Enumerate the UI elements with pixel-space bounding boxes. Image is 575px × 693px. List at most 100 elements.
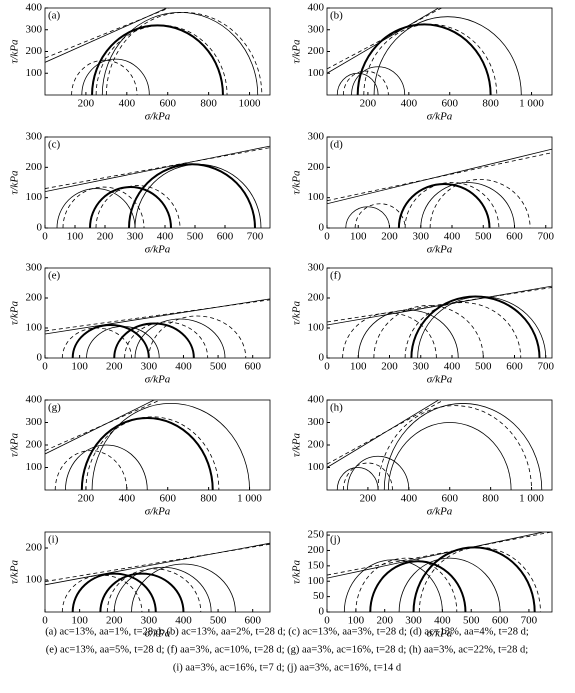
mohr-circle [397, 183, 491, 228]
y-tick-label: 100 [26, 322, 43, 334]
x-tick-label: 300 [141, 615, 158, 627]
x-tick-label: 400 [401, 493, 418, 505]
panel-label: (f) [330, 270, 341, 282]
plot [327, 532, 552, 612]
mohr-circle [418, 547, 541, 612]
x-tick-label: 200 [78, 98, 95, 110]
y-tick-label: 100 [308, 575, 325, 587]
x-tick-label: 100 [71, 615, 88, 627]
caption-line: (i) aa=3%, ac=16%, t=7 d; (j) aa=3%, ac=… [173, 662, 402, 673]
mohr-circle [345, 206, 390, 228]
mohr-circle [404, 182, 500, 228]
y-axis-label: τ/kPa [291, 39, 303, 64]
mohr-circle [148, 315, 247, 358]
y-axis-label: τ/kPa [291, 432, 303, 457]
mohr-circle [347, 456, 410, 490]
plot-frame [326, 7, 553, 96]
x-tick-label: 0 [324, 361, 330, 373]
mohr-circle [105, 12, 263, 95]
y-tick-label: 400 [308, 2, 325, 14]
x-tick-label: 400 [119, 493, 136, 505]
envelope-line [327, 287, 552, 323]
y-tick-label: 100 [308, 67, 325, 79]
panel-label: (i) [48, 534, 59, 546]
plot [327, 8, 522, 95]
x-tick-label: 0 [42, 615, 48, 627]
mohr-circle [95, 185, 181, 228]
y-tick-label: 0 [319, 222, 325, 234]
x-tick-label: 600 [506, 361, 523, 373]
x-axis-label: σ/kPa [427, 244, 453, 256]
mohr-circle [336, 467, 379, 490]
panel-label: (g) [48, 402, 61, 414]
plot [45, 542, 270, 612]
y-tick-label: 200 [308, 544, 325, 556]
x-tick-label: 500 [475, 361, 492, 373]
x-tick-label: 500 [210, 615, 227, 627]
mohr-circle [54, 450, 128, 490]
x-tick-label: 100 [71, 361, 88, 373]
mohr-circle [71, 572, 157, 612]
y-tick-label: 200 [26, 45, 43, 57]
plot [45, 145, 270, 228]
x-tick-label: 300 [141, 361, 158, 373]
x-tick-label: 400 [175, 615, 192, 627]
y-tick-label: 0 [37, 352, 43, 364]
x-tick-label: 400 [444, 231, 461, 243]
envelope-line [45, 400, 155, 455]
plot-frame [326, 136, 553, 229]
mohr-circle [128, 163, 256, 228]
x-tick-label: 100 [350, 361, 367, 373]
x-tick-label: 100 [67, 231, 84, 243]
y-tick-label: 400 [308, 394, 325, 406]
x-tick-label: 700 [247, 231, 264, 243]
plot [45, 400, 250, 490]
x-tick-label: 700 [521, 615, 538, 627]
envelope-line [45, 543, 270, 582]
envelope-line [45, 400, 162, 451]
x-tick-label: 600 [159, 493, 176, 505]
x-axis-label: σ/kPa [145, 244, 171, 256]
y-axis-label: τ/kPa [9, 170, 21, 195]
panel-label: (h) [330, 402, 343, 414]
x-tick-label: 400 [175, 361, 192, 373]
mohr-circle [404, 302, 522, 358]
y-tick-label: 200 [308, 292, 325, 304]
mohr-circle [363, 23, 498, 95]
plot-frame [44, 399, 271, 491]
envelope-line [327, 532, 552, 576]
x-tick-label: 500 [187, 231, 204, 243]
mohr-circle [85, 416, 220, 490]
mohr-circle [342, 70, 389, 95]
x-tick-label: 500 [463, 615, 480, 627]
mohr-circle [134, 163, 262, 228]
x-tick-label: 200 [381, 361, 398, 373]
panel-label: (e) [48, 270, 61, 282]
y-tick-label: 150 [308, 559, 325, 571]
x-tick-label: 1000 [239, 98, 262, 110]
x-tick-label: 600 [441, 98, 458, 110]
x-tick-label: 500 [210, 361, 227, 373]
x-tick-label: 600 [244, 615, 261, 627]
y-tick-label: 100 [26, 191, 43, 203]
x-tick-label: 600 [506, 231, 523, 243]
y-axis-label: τ/kPa [9, 39, 21, 64]
plot [327, 400, 543, 490]
mohr-circle [420, 182, 515, 228]
x-axis-label: σ/kPa [145, 374, 171, 386]
x-tick-label: 200 [376, 615, 393, 627]
y-tick-label: 200 [308, 45, 325, 57]
y-axis-label: τ/kPa [291, 170, 303, 195]
x-tick-label: 0 [42, 231, 48, 243]
x-tick-label: 200 [360, 493, 377, 505]
y-tick-label: 300 [26, 131, 43, 143]
x-tick-label: 1 000 [519, 98, 544, 110]
x-tick-label: 400 [119, 98, 136, 110]
y-tick-label: 100 [26, 574, 43, 586]
plot [327, 285, 552, 358]
x-tick-label: 100 [348, 615, 365, 627]
plot-frame [44, 136, 271, 229]
y-tick-label: 300 [308, 131, 325, 143]
mohr-circle [71, 60, 138, 95]
plot [45, 8, 263, 95]
